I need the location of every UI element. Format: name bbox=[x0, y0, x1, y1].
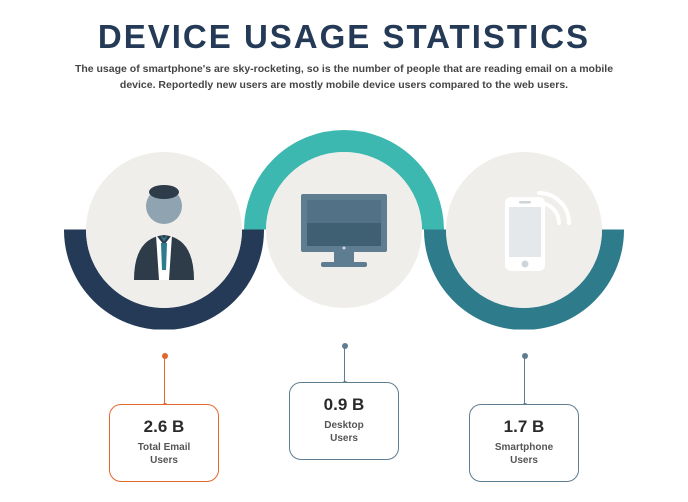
circle-total bbox=[86, 152, 242, 308]
stat-box-desktop: 0.9 B DesktopUsers bbox=[289, 382, 399, 460]
stat-label-desktop: DesktopUsers bbox=[296, 419, 392, 445]
connector-total bbox=[164, 356, 165, 406]
page-title: DEVICE USAGE STATISTICS bbox=[40, 18, 648, 56]
diagram bbox=[0, 110, 688, 350]
circle-desktop bbox=[266, 152, 422, 308]
stat-label-smartphone: SmartphoneUsers bbox=[476, 441, 572, 467]
person-icon bbox=[119, 180, 209, 280]
connector-desktop bbox=[344, 346, 345, 384]
stats-row: 2.6 B Total EmailUsers 0.9 B DesktopUser… bbox=[0, 350, 688, 490]
stat-box-total: 2.6 B Total EmailUsers bbox=[109, 404, 219, 482]
monitor-icon bbox=[289, 180, 399, 280]
stat-box-smartphone: 1.7 B SmartphoneUsers bbox=[469, 404, 579, 482]
stat-label-total: Total EmailUsers bbox=[116, 441, 212, 467]
stat-value-desktop: 0.9 B bbox=[296, 395, 392, 415]
header: DEVICE USAGE STATISTICS The usage of sma… bbox=[0, 0, 688, 102]
page-subtitle: The usage of smartphone's are sky-rocket… bbox=[40, 62, 648, 94]
phone-icon bbox=[469, 175, 579, 285]
stat-value-total: 2.6 B bbox=[116, 417, 212, 437]
circle-smartphone bbox=[446, 152, 602, 308]
connector-smartphone bbox=[524, 356, 525, 406]
stat-value-smartphone: 1.7 B bbox=[476, 417, 572, 437]
